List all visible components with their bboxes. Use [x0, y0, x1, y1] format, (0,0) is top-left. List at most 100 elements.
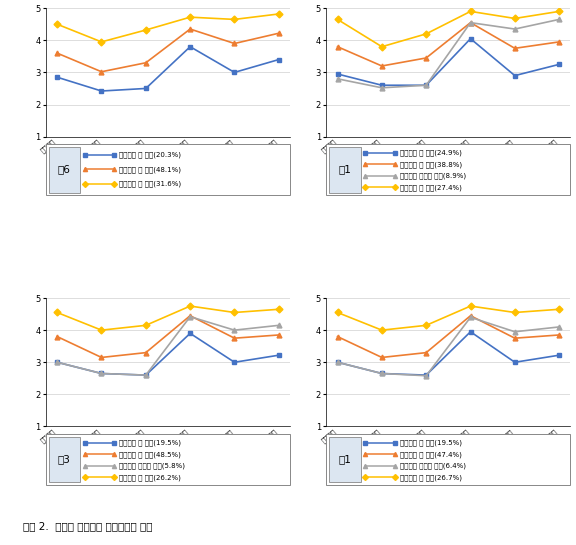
학교적응 하 집단(20.3%)	[98, 88, 105, 94]
학교적응 하 집단(24.9%)	[423, 82, 430, 88]
학교적응 중 집단(48.1%)	[231, 40, 238, 47]
학교적응 상 집단(26.2%)	[275, 306, 282, 312]
학교적응 하 집단(19.5%)	[423, 372, 430, 378]
학교적응 중 집단(48.5%)	[231, 335, 238, 342]
학교적응 하 집단(24.9%)	[511, 72, 518, 79]
학교적응 중 집단(48.1%)	[142, 59, 149, 66]
Text: 학교적응 중 집단(48.5%): 학교적응 중 집단(48.5%)	[119, 451, 181, 458]
학교적응 상 집단(27.4%)	[378, 44, 385, 50]
Line: 학교적응 중 집단(48.5%): 학교적응 중 집단(48.5%)	[55, 313, 281, 360]
Bar	[48, 437, 80, 482]
Text: 학교적응 하 집단(24.9%): 학교적응 하 집단(24.9%)	[400, 150, 461, 156]
Line: 학교적응 상 집단(31.6%): 학교적응 상 집단(31.6%)	[55, 11, 281, 44]
Text: 숴1: 숴1	[338, 165, 351, 174]
Line: 학교적응 불균형 집단(5.8%): 학교적응 불균형 집단(5.8%)	[55, 314, 281, 378]
학교적응 하 집단(19.5%)	[334, 359, 341, 366]
학교적응 중 집단(48.5%)	[275, 332, 282, 338]
학교적응 중 집단(38.8%)	[511, 45, 518, 52]
학교적응 상 집단(26.2%)	[54, 309, 60, 316]
학교적응 상 집단(27.4%)	[556, 8, 563, 15]
학교적응 불균형 집단(6.4%)	[467, 314, 474, 320]
학교적응 상 집단(26.7%)	[511, 309, 518, 316]
Text: 학교적응 상 집단(27.4%): 학교적응 상 집단(27.4%)	[400, 184, 461, 191]
학교적응 중 집단(38.8%)	[556, 39, 563, 45]
Line: 학교적응 불균형 집단(6.4%): 학교적응 불균형 집단(6.4%)	[335, 315, 562, 378]
Text: 학교적응 불균형 집단(8.9%): 학교적응 불균형 집단(8.9%)	[400, 172, 466, 179]
학교적응 중 집단(48.1%)	[187, 26, 194, 32]
Text: 그림 2.  전환기 학교적응 잠재집단의 형태: 그림 2. 전환기 학교적응 잠재집단의 형태	[23, 522, 153, 531]
학교적응 불균형 집단(6.4%)	[511, 329, 518, 335]
Text: 학교적응 중 집단(38.8%): 학교적응 중 집단(38.8%)	[400, 161, 462, 168]
학교적응 중 집단(38.8%)	[334, 44, 341, 50]
Text: 학교적응 불균형 집단(6.4%): 학교적응 불균형 집단(6.4%)	[400, 462, 465, 469]
학교적응 중 집단(48.1%)	[54, 50, 60, 56]
Text: 학교적응 중 집단(48.1%): 학교적응 중 집단(48.1%)	[119, 166, 181, 173]
학교적응 상 집단(26.2%)	[187, 303, 194, 310]
학교적응 상 집단(26.7%)	[467, 303, 474, 310]
학교적응 불균형 집단(5.8%)	[142, 372, 149, 378]
학교적응 하 집단(24.9%)	[467, 35, 474, 42]
학교적응 하 집단(24.9%)	[556, 61, 563, 68]
학교적응 불균형 집단(5.8%)	[54, 359, 60, 366]
학교적응 불균형 집단(5.8%)	[98, 370, 105, 377]
학교적응 상 집단(26.7%)	[334, 309, 341, 316]
학교적응 불균형 집단(8.9%)	[423, 82, 430, 88]
학교적응 상 집단(27.4%)	[334, 16, 341, 23]
학교적응 하 집단(20.3%)	[187, 44, 194, 50]
학교적응 상 집단(27.4%)	[423, 31, 430, 37]
학교적응 중 집단(47.4%)	[378, 354, 385, 361]
학교적응 하 집단(19.5%)	[98, 370, 105, 377]
학교적응 불균형 집단(6.4%)	[378, 370, 385, 377]
학교적응 중 집단(47.4%)	[467, 312, 474, 319]
학교적응 상 집단(26.2%)	[142, 322, 149, 329]
학교적응 중 집단(48.5%)	[187, 312, 194, 319]
학교적응 상 집단(26.7%)	[378, 327, 385, 334]
Line: 학교적응 하 집단(19.5%): 학교적응 하 집단(19.5%)	[335, 329, 562, 378]
Text: 학교적응 불균형 집단(5.8%): 학교적응 불균형 집단(5.8%)	[119, 462, 185, 469]
Line: 학교적응 하 집단(20.3%): 학교적응 하 집단(20.3%)	[55, 44, 281, 93]
Bar	[329, 437, 361, 482]
학교적응 하 집단(19.5%)	[556, 352, 563, 359]
Text: 숴3: 숴3	[58, 455, 71, 464]
학교적응 하 집단(19.5%)	[187, 330, 194, 337]
Line: 학교적응 중 집단(48.1%): 학교적응 중 집단(48.1%)	[55, 27, 281, 74]
Line: 학교적응 하 집단(19.5%): 학교적응 하 집단(19.5%)	[55, 331, 281, 378]
학교적응 중 집단(47.4%)	[334, 334, 341, 340]
학교적응 하 집단(24.9%)	[334, 71, 341, 77]
학교적응 상 집단(26.2%)	[231, 309, 238, 316]
Line: 학교적응 불균형 집단(8.9%): 학교적응 불균형 집단(8.9%)	[335, 17, 562, 90]
학교적응 하 집단(19.5%)	[378, 370, 385, 377]
학교적응 하 집단(19.5%)	[275, 352, 282, 359]
학교적응 중 집단(38.8%)	[423, 54, 430, 61]
학교적응 상 집단(31.6%)	[98, 39, 105, 45]
학교적응 불균형 집단(8.9%)	[511, 26, 518, 32]
학교적응 상 집단(31.6%)	[54, 21, 60, 27]
학교적응 하 집단(19.5%)	[54, 359, 60, 366]
학교적응 불균형 집단(5.8%)	[187, 313, 194, 320]
Line: 학교적응 중 집단(38.8%): 학교적응 중 집단(38.8%)	[335, 20, 562, 69]
Line: 학교적응 중 집단(47.4%): 학교적응 중 집단(47.4%)	[335, 313, 562, 360]
학교적응 하 집단(20.3%)	[142, 85, 149, 92]
학교적응 불균형 집단(6.4%)	[423, 372, 430, 379]
학교적응 하 집단(20.3%)	[231, 69, 238, 76]
학교적응 불균형 집단(8.9%)	[378, 84, 385, 91]
학교적응 불균형 집단(8.9%)	[556, 16, 563, 23]
학교적응 하 집단(19.5%)	[142, 372, 149, 378]
학교적응 하 집단(24.9%)	[378, 82, 385, 88]
학교적응 불균형 집단(6.4%)	[334, 359, 341, 366]
Text: 학교적응 하 집단(20.3%): 학교적응 하 집단(20.3%)	[119, 152, 181, 159]
학교적응 중 집단(47.4%)	[556, 332, 563, 338]
Bar	[329, 147, 361, 192]
학교적응 불균형 집단(8.9%)	[334, 76, 341, 82]
학교적응 상 집단(31.6%)	[231, 16, 238, 23]
Line: 학교적응 상 집단(26.2%): 학교적응 상 집단(26.2%)	[55, 304, 281, 332]
Line: 학교적응 상 집단(27.4%): 학교적응 상 집단(27.4%)	[335, 9, 562, 49]
학교적응 하 집단(20.3%)	[275, 56, 282, 63]
학교적응 불균형 집단(5.8%)	[231, 327, 238, 334]
학교적응 중 집단(47.4%)	[423, 349, 430, 356]
학교적응 불균형 집단(6.4%)	[556, 324, 563, 330]
학교적응 상 집단(26.7%)	[556, 306, 563, 312]
학교적응 상 집단(26.7%)	[423, 322, 430, 329]
학교적응 불균형 집단(5.8%)	[275, 322, 282, 329]
학교적응 중 집단(48.5%)	[142, 349, 149, 356]
